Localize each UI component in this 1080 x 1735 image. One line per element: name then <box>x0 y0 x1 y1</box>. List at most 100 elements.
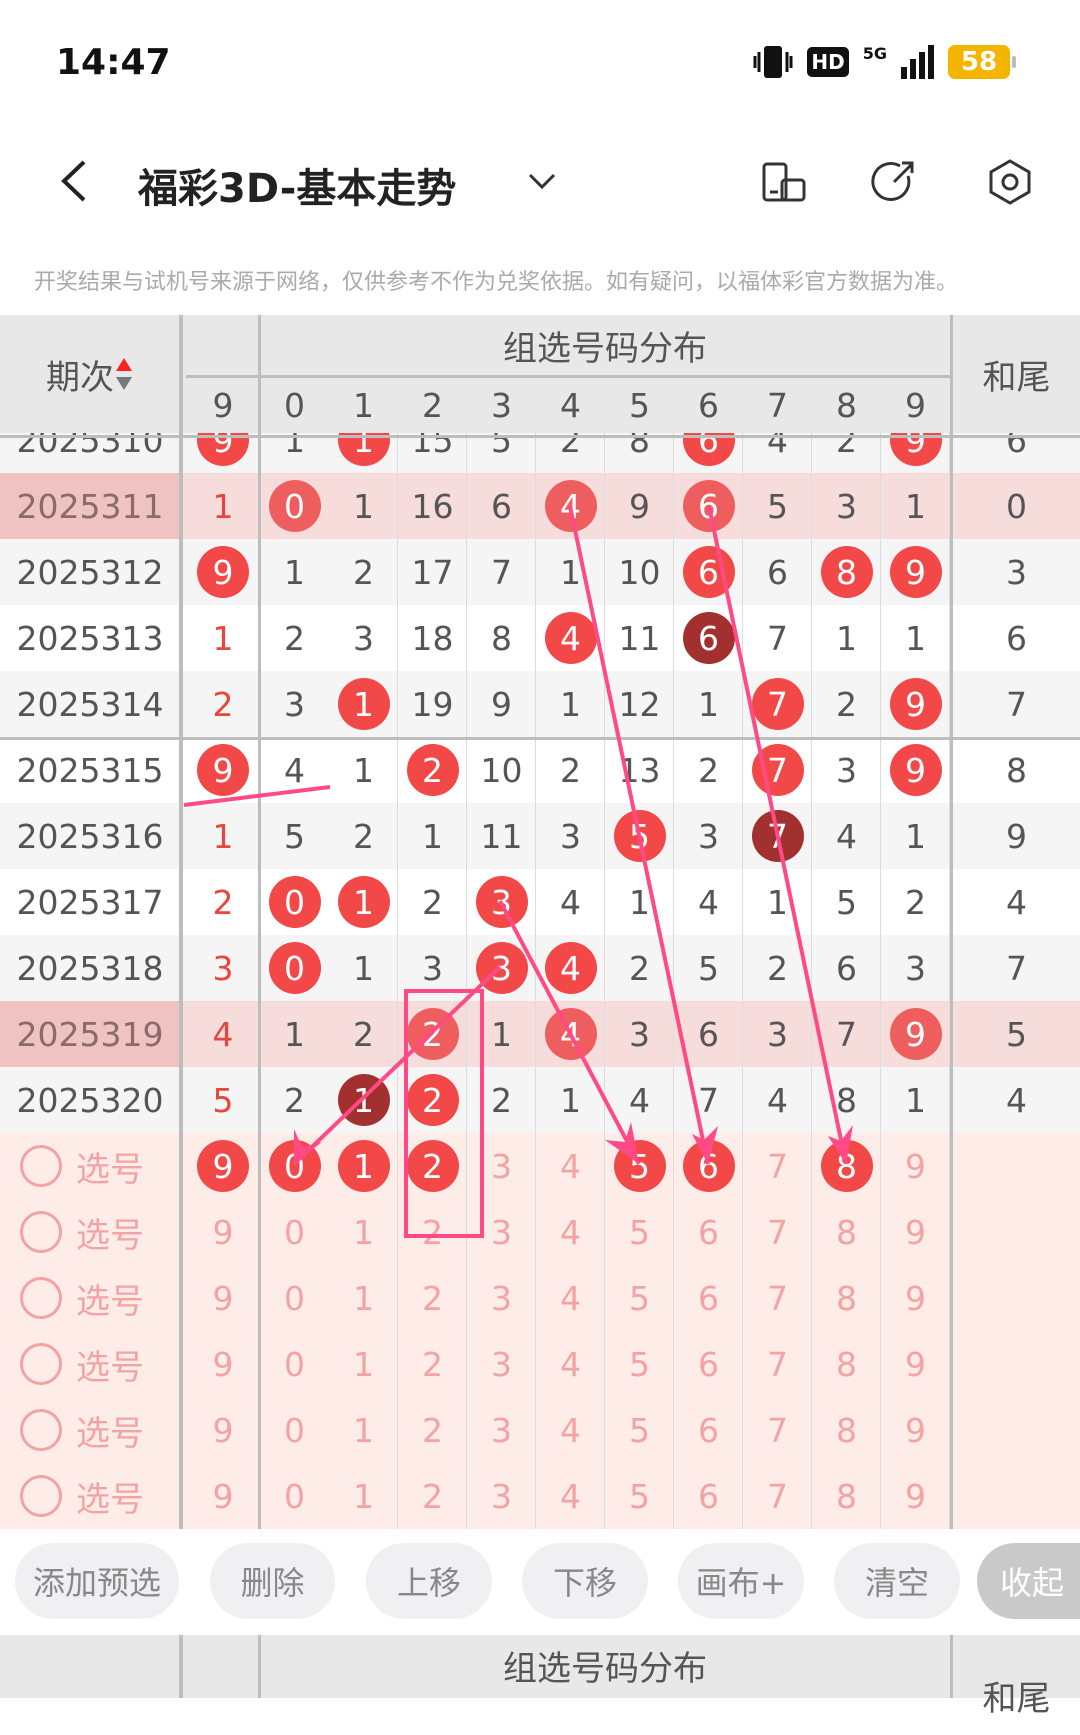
select-number[interactable]: 8 <box>836 1278 857 1318</box>
select-number[interactable]: 9 <box>905 1278 926 1318</box>
select-number[interactable]: 9 <box>905 1212 926 1252</box>
radio-circle-icon[interactable] <box>20 1277 62 1319</box>
select-number[interactable]: 6 <box>698 1344 719 1384</box>
select-number[interactable]: 7 <box>767 1344 788 1384</box>
action-button-3[interactable]: 下移 <box>522 1543 648 1619</box>
table-row[interactable]: 2025315 9 4 1 2 10 2 13 2 7 3 9 8 <box>0 737 1080 803</box>
select-number[interactable]: 4 <box>560 1476 581 1516</box>
select-number[interactable]: 2 <box>422 1344 443 1384</box>
table-row[interactable]: 2025314 2 3 1 19 9 1 12 1 7 2 9 7 <box>0 671 1080 737</box>
select-number[interactable]: 3 <box>491 1410 512 1450</box>
select-number[interactable]: 6 <box>698 1476 719 1516</box>
table-row[interactable]: 2025317 2 0 1 2 3 4 1 4 1 5 2 4 <box>0 869 1080 935</box>
select-number[interactable]: 5 <box>629 1212 650 1252</box>
select-number[interactable]: 9 <box>212 1212 234 1252</box>
table-row[interactable]: 2025316 1 5 2 1 11 3 5 3 7 4 1 9 <box>0 803 1080 869</box>
select-number[interactable]: 5 <box>629 1476 650 1516</box>
selected-number-ball[interactable]: 5 <box>613 1140 666 1192</box>
select-number[interactable]: 9 <box>905 1344 926 1384</box>
select-number[interactable]: 9 <box>212 1410 234 1450</box>
select-row[interactable]: 选号 9 0 1 2 3 4 5 6 7 8 9 <box>0 1331 1080 1397</box>
select-number[interactable]: 9 <box>212 1278 234 1318</box>
select-row[interactable]: 选号 9 0 1 2 3 4 5 6 7 8 9 <box>0 1397 1080 1463</box>
select-number[interactable]: 5 <box>629 1344 650 1384</box>
select-number[interactable]: 1 <box>329 1133 398 1199</box>
select-number[interactable]: 9 <box>905 1146 926 1186</box>
radio-circle-icon[interactable] <box>20 1343 62 1385</box>
select-row[interactable]: 选号 9 0 1 2 3 4 5 6 7 8 9 <box>0 1199 1080 1265</box>
select-number[interactable]: 2 <box>422 1278 443 1318</box>
sort-icon[interactable] <box>114 356 134 392</box>
table-row[interactable]: 2025311 1 0 1 16 6 4 9 6 5 3 1 0 <box>0 473 1080 539</box>
select-toggle[interactable]: 选号 <box>20 1133 170 1199</box>
select-number[interactable]: 4 <box>560 1278 581 1318</box>
select-number[interactable]: 2 <box>398 1133 467 1199</box>
select-number[interactable]: 3 <box>491 1278 512 1318</box>
select-toggle[interactable]: 选号 <box>20 1463 170 1529</box>
rotate-screen-icon[interactable] <box>760 158 808 206</box>
select-toggle[interactable]: 选号 <box>20 1199 170 1265</box>
period-header[interactable]: 期次 <box>0 315 180 433</box>
select-number[interactable]: 6 <box>698 1212 719 1252</box>
select-number[interactable]: 9 <box>905 1410 926 1450</box>
select-number[interactable]: 9 <box>212 1344 234 1384</box>
select-row[interactable]: 选号 9 0 1 2 3 4 5 6 7 8 9 <box>0 1265 1080 1331</box>
select-number[interactable]: 5 <box>629 1410 650 1450</box>
select-number[interactable]: 4 <box>560 1146 581 1186</box>
chevron-down-icon[interactable] <box>527 166 557 196</box>
select-number[interactable]: 0 <box>284 1344 305 1384</box>
action-button-2[interactable]: 上移 <box>366 1543 492 1619</box>
table-row[interactable]: 2025319 4 1 2 2 1 4 3 6 3 7 9 5 <box>0 1001 1080 1067</box>
select-number[interactable]: 8 <box>836 1344 857 1384</box>
select-number[interactable]: 7 <box>767 1212 788 1252</box>
action-button-4[interactable]: 画布+ <box>678 1543 804 1619</box>
select-number[interactable]: 8 <box>836 1476 857 1516</box>
table-row[interactable]: 2025320 5 2 1 2 2 1 4 7 4 8 1 4 <box>0 1067 1080 1133</box>
select-number[interactable]: 2 <box>422 1410 443 1450</box>
action-button-5[interactable]: 清空 <box>834 1543 960 1619</box>
select-number[interactable]: 1 <box>353 1212 374 1252</box>
select-number[interactable]: 3 <box>491 1344 512 1384</box>
select-number[interactable]: 6 <box>698 1410 719 1450</box>
select-toggle[interactable]: 选号 <box>20 1265 170 1331</box>
select-number[interactable]: 2 <box>422 1212 443 1252</box>
settings-icon[interactable] <box>986 158 1034 206</box>
select-number[interactable]: 3 <box>491 1146 512 1186</box>
back-icon[interactable] <box>56 158 92 204</box>
selected-number-ball[interactable]: 6 <box>682 1140 735 1192</box>
select-number[interactable]: 8 <box>836 1212 857 1252</box>
selected-number-ball[interactable]: 0 <box>268 1140 321 1192</box>
action-button-0[interactable]: 添加预选 <box>15 1543 179 1619</box>
select-number[interactable]: 7 <box>767 1476 788 1516</box>
select-number[interactable]: 4 <box>560 1344 581 1384</box>
select-number[interactable]: 4 <box>560 1212 581 1252</box>
select-number[interactable]: 9 <box>186 1133 260 1199</box>
table-row[interactable]: 2025312 9 1 2 17 7 1 10 6 6 8 9 3 <box>0 539 1080 605</box>
radio-circle-icon[interactable] <box>20 1475 62 1517</box>
select-number[interactable]: 5 <box>605 1133 674 1199</box>
select-number[interactable]: 3 <box>491 1476 512 1516</box>
select-number[interactable]: 9 <box>905 1476 926 1516</box>
select-number[interactable]: 1 <box>353 1344 374 1384</box>
action-button-6[interactable]: 收起 <box>977 1543 1080 1619</box>
share-icon[interactable] <box>870 158 918 206</box>
selected-number-ball[interactable]: 2 <box>406 1140 459 1192</box>
select-toggle[interactable]: 选号 <box>20 1397 170 1463</box>
select-number[interactable]: 3 <box>491 1212 512 1252</box>
select-number[interactable]: 7 <box>767 1146 788 1186</box>
select-number[interactable]: 0 <box>284 1278 305 1318</box>
select-toggle[interactable]: 选号 <box>20 1331 170 1397</box>
select-number[interactable]: 0 <box>284 1476 305 1516</box>
trend-table[interactable]: 2025310 9 1 1 15 5 2 8 6 4 2 9 6 2025311 1 0 1 16 6 4 9 6 5 3 1 0… <box>0 315 1080 1529</box>
page-title[interactable]: 福彩3D-基本走势 <box>138 166 457 212</box>
select-number[interactable]: 4 <box>560 1410 581 1450</box>
radio-circle-icon[interactable] <box>20 1145 62 1187</box>
select-number[interactable]: 1 <box>353 1476 374 1516</box>
select-number[interactable]: 7 <box>767 1278 788 1318</box>
selected-number-ball[interactable]: 1 <box>337 1140 390 1192</box>
selected-number-ball[interactable]: 9 <box>197 1140 249 1192</box>
select-number[interactable]: 5 <box>629 1278 650 1318</box>
action-button-1[interactable]: 删除 <box>210 1543 335 1619</box>
table-row[interactable]: 2025318 3 0 1 3 3 4 2 5 2 6 3 7 <box>0 935 1080 1001</box>
table-row[interactable]: 2025313 1 2 3 18 8 4 11 6 7 1 1 6 <box>0 605 1080 671</box>
